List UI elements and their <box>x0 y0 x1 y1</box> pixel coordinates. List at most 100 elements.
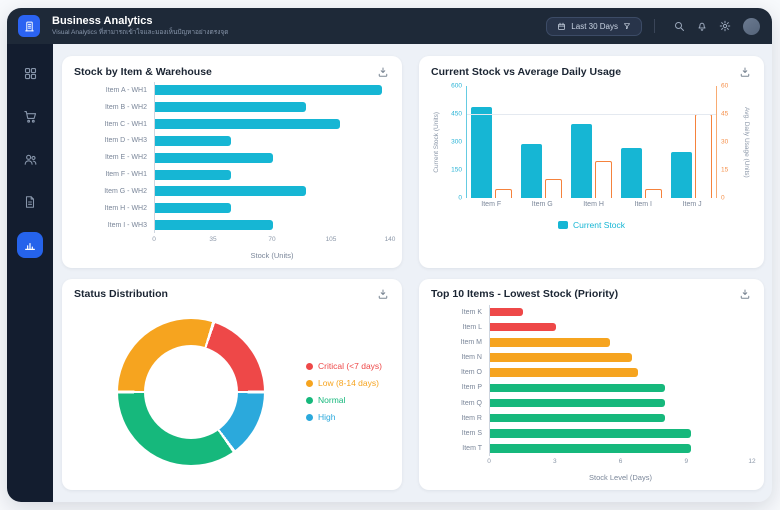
search-icon[interactable] <box>672 20 685 33</box>
legend-label: Low (8-14 days) <box>318 378 379 389</box>
bar-track <box>489 410 752 426</box>
axis-tick: 9 <box>684 458 689 465</box>
axis-tick: 0 <box>458 194 462 202</box>
axis-tick: 3 <box>552 458 557 465</box>
grid-icon <box>23 66 38 81</box>
axis-tick: 300 <box>451 138 462 146</box>
bar-row: Item F - WH1 <box>74 166 390 183</box>
cart-icon <box>23 109 38 124</box>
legend-item-current-stock[interactable]: Current Stock <box>442 220 741 230</box>
bar[interactable] <box>490 322 556 332</box>
right-axis-title: Avg. Daily Usage (Units) <box>741 86 752 198</box>
category-label: Item P <box>461 384 482 392</box>
bar-row: Item T <box>431 440 752 457</box>
bar-row: Item M <box>431 334 752 350</box>
bar[interactable] <box>490 413 665 423</box>
bar[interactable] <box>490 398 665 408</box>
bar-track <box>489 440 752 457</box>
bar[interactable] <box>620 147 642 198</box>
bar[interactable] <box>155 85 382 96</box>
legend-item[interactable]: Low (8-14 days) <box>306 378 382 388</box>
sidebar-item-orders[interactable] <box>17 103 43 129</box>
bar[interactable] <box>490 368 639 377</box>
category-label: Item G - WH2 <box>104 187 147 195</box>
plot-region <box>466 86 717 198</box>
bar[interactable] <box>155 203 231 214</box>
axis-tick: 6 <box>618 458 623 465</box>
donut-chart[interactable] <box>118 318 264 465</box>
bar[interactable] <box>155 135 231 146</box>
sidebar-item-customers[interactable] <box>17 146 43 172</box>
bar-track <box>154 82 390 99</box>
date-range-button[interactable]: Last 30 Days <box>546 16 642 36</box>
bar-track <box>489 349 752 366</box>
category-label: Item D - WH3 <box>104 137 147 145</box>
bar[interactable] <box>155 186 307 197</box>
bar[interactable] <box>495 188 513 198</box>
legend-item[interactable]: Normal <box>306 395 382 405</box>
bar-track <box>489 380 752 396</box>
x-axis: 0 35 70 105 140 <box>74 235 395 247</box>
stock-vs-usage-chart: Current Stock (Units) 0 150 300 450 600 0 15 30 4… <box>431 78 752 261</box>
sidebar-item-documents[interactable] <box>17 189 43 215</box>
bar[interactable] <box>490 383 665 393</box>
bar-row: Item L <box>431 319 752 335</box>
bar-track <box>154 132 390 150</box>
bar[interactable] <box>694 114 712 198</box>
bar[interactable] <box>490 353 632 362</box>
bar[interactable] <box>155 220 273 231</box>
bar[interactable] <box>545 179 563 198</box>
bar-track <box>154 115 390 133</box>
gear-icon[interactable] <box>718 20 731 33</box>
category-label: Item E - WH2 <box>104 154 147 162</box>
bar[interactable] <box>490 338 611 347</box>
legend-item[interactable]: Critical (<7 days) <box>306 361 382 371</box>
avatar[interactable] <box>743 17 760 35</box>
axis-tick: 105 <box>325 235 337 243</box>
bar[interactable] <box>490 307 523 317</box>
download-icon[interactable] <box>377 288 390 301</box>
bar-row: Item B - WH2 <box>74 98 390 116</box>
bar-group <box>620 86 662 198</box>
combo-plot-area: 0 150 300 450 600 0 15 30 45 60 Item F Item G Item H… <box>442 83 741 261</box>
top10-lowest-stock-chart: Item K Item L Item M Item N Item O Item P Item… <box>431 301 756 484</box>
sidebar-item-dashboard[interactable] <box>17 60 43 86</box>
app-logo <box>18 15 40 37</box>
category-label: Item H <box>583 201 604 208</box>
legend-label: High <box>318 412 336 423</box>
legend-dot <box>306 396 313 404</box>
category-label: Item R <box>461 414 482 422</box>
bar[interactable] <box>155 152 273 163</box>
building-icon <box>23 20 36 33</box>
category-label: Item B - WH2 <box>104 103 147 111</box>
bar[interactable] <box>490 429 691 438</box>
sidebar-item-analytics[interactable] <box>17 232 43 258</box>
download-icon[interactable] <box>377 65 390 78</box>
bar[interactable] <box>155 169 231 180</box>
bar[interactable] <box>155 119 340 130</box>
chart-title: Status Distribution <box>74 288 168 300</box>
bar[interactable] <box>644 188 662 198</box>
bar-track <box>154 199 390 217</box>
bar[interactable] <box>570 124 592 198</box>
gridline <box>467 114 716 115</box>
bar[interactable] <box>670 152 692 198</box>
bar[interactable] <box>155 102 307 113</box>
bell-icon[interactable] <box>695 20 708 33</box>
category-label: Item K <box>461 308 482 316</box>
axis-tick: 150 <box>451 166 462 174</box>
bar[interactable] <box>490 444 691 453</box>
bar[interactable] <box>471 106 493 198</box>
bar[interactable] <box>594 160 612 198</box>
bar-row: Item A - WH1 <box>74 82 390 99</box>
axis-tick: 45 <box>721 110 729 118</box>
bar-row: Item H - WH2 <box>74 199 390 217</box>
download-icon[interactable] <box>739 65 752 78</box>
status-distribution-chart: Critical (<7 days) Low (8-14 days) Normal H… <box>74 301 390 484</box>
legend-dot <box>306 413 313 421</box>
download-icon[interactable] <box>739 288 752 301</box>
legend-item[interactable]: High <box>306 412 382 422</box>
calendar-icon <box>557 22 566 31</box>
bar[interactable] <box>521 143 543 198</box>
card-top10-lowest-stock: Top 10 Items - Lowest Stock (Priority) I… <box>419 278 764 490</box>
